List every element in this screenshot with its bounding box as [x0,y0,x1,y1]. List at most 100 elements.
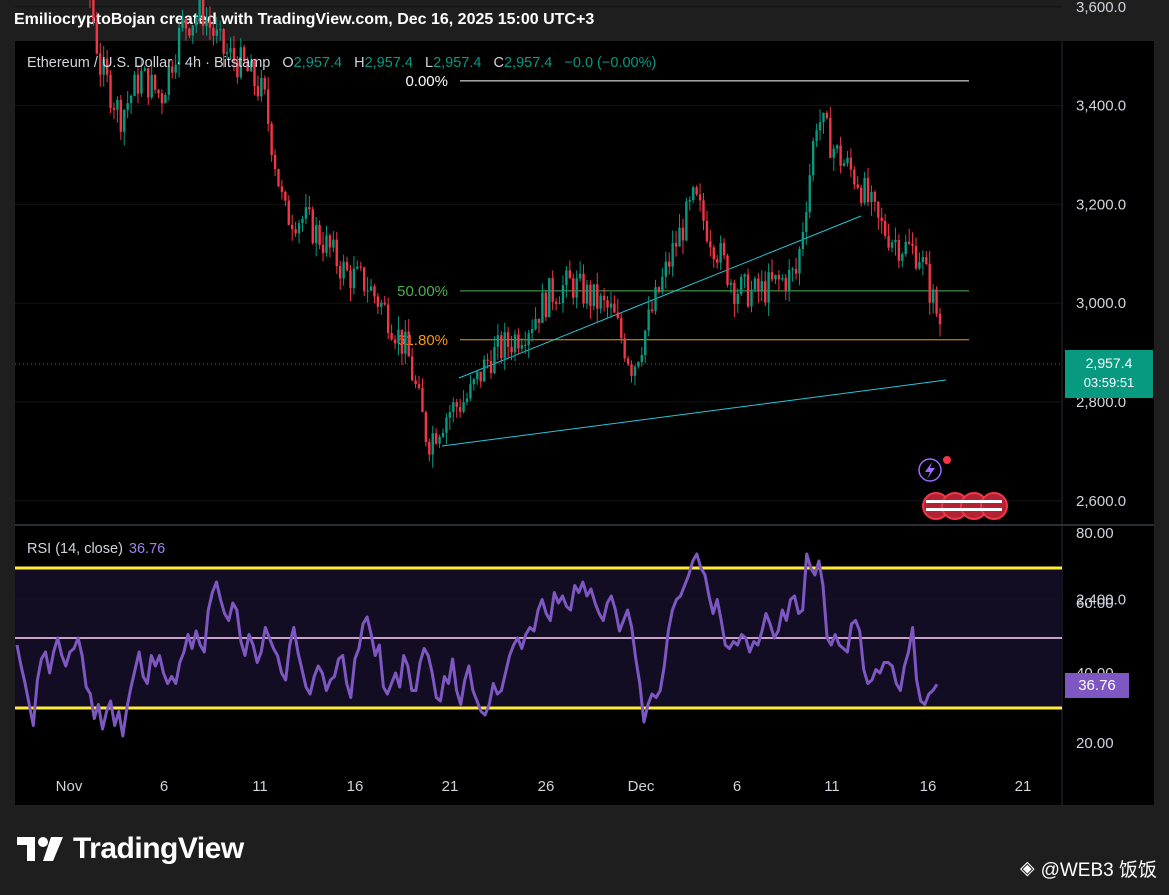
candle-body [880,217,883,222]
candle-body [469,384,472,399]
candle-body [291,224,294,230]
candle-body [424,412,428,443]
candle-body [448,412,452,418]
symbol-name[interactable]: Ethereum / U.S. Dollar · 4h · Bitstamp [27,55,271,71]
candle-body [318,225,321,245]
candle-body [736,293,739,304]
candle-body [678,227,681,247]
candle-body [815,130,818,142]
candle-body [503,332,506,359]
candle-body [294,229,297,234]
candle-body [602,295,606,301]
lightning-icon[interactable] [918,456,951,482]
price-axis-tick: 2,400.0 [1076,592,1126,609]
candle-body [904,241,907,255]
rsi-value-tag: 36.76 [1065,673,1129,698]
tradingview-logo[interactable]: TradingView [17,832,244,866]
candle-body [561,285,565,304]
candle-body [907,241,911,244]
candle-body [609,303,613,308]
candle-body [863,177,866,203]
price-axis-tick: 2,800.0 [1076,394,1126,411]
candle-body [668,261,671,267]
close-label: C [493,55,504,71]
candle-body [386,304,390,334]
candle-body [239,47,242,78]
candle-body [883,221,887,236]
candle-body [763,281,767,303]
candle-body [935,289,938,314]
candle-body [153,74,157,90]
candle-body [212,27,215,36]
candle-body [123,110,126,132]
candle-body [746,274,750,307]
candle-body [578,273,582,279]
candle-body [458,406,462,412]
candle-body [712,247,715,260]
candle-body [805,212,808,232]
candle-body [599,295,602,309]
candle-body [109,74,112,109]
candle-body [637,362,640,367]
us-flag-event-icons[interactable] [922,492,1008,520]
candle-body [520,345,524,349]
candle-body [208,19,212,28]
candle-body [524,344,527,346]
candle-body [181,18,184,28]
candle-body [191,25,195,36]
candle-body [928,264,931,303]
open-label: O [282,55,294,71]
candle-body [787,269,791,292]
candle-body [705,220,709,242]
price-axis-tick: 3,600.0 [1076,0,1126,16]
candle-body [273,155,277,170]
candle-body [493,346,496,373]
candle-body [554,301,558,304]
fib-level-label: 50.00% [397,283,448,300]
symbol-legend[interactable]: Ethereum / U.S. Dollar · 4h · Bitstamp O… [27,55,656,71]
candle-body [126,103,129,111]
candle-body [452,402,455,413]
candle-body [400,329,404,354]
candle-body [297,223,301,234]
candle-body [709,241,712,248]
candle-body [160,93,164,104]
candle-body [263,77,266,90]
candle-body [267,89,270,124]
candle-body [157,89,160,94]
candle-body [822,112,825,123]
candle-body [410,356,414,381]
candle-body [489,360,493,373]
candle-body [140,70,143,94]
candle-body [901,254,904,261]
candle-body [201,0,205,27]
candle-body [219,29,222,31]
candle-body [359,266,362,268]
candle-body [441,432,445,437]
candle-body [280,186,284,192]
candle-body [311,209,314,244]
candle-body [565,270,568,286]
candle-body [794,268,798,274]
candle-body [236,61,239,78]
candle-body [338,266,342,279]
candle-body [253,61,256,87]
candle-body [626,358,630,365]
candle-body [582,273,585,304]
candle-body [215,29,218,36]
candle-body [654,287,657,312]
candle-body [136,74,140,94]
time-axis-tick: 11 [252,778,268,795]
candle-body [431,433,434,455]
candle-body [541,292,544,323]
rsi-legend[interactable]: RSI (14, close) 36.76 [27,541,165,557]
candle-body [921,257,925,263]
candle-body [222,29,225,54]
watermark-text: @WEB3 饭饭 [1040,860,1157,881]
time-axis-tick: 21 [1015,778,1032,795]
candle-body [674,243,678,247]
channel-upper-line [458,215,862,379]
rsi-axis-tick: 20.00 [1076,735,1114,752]
candle-body [373,286,376,297]
